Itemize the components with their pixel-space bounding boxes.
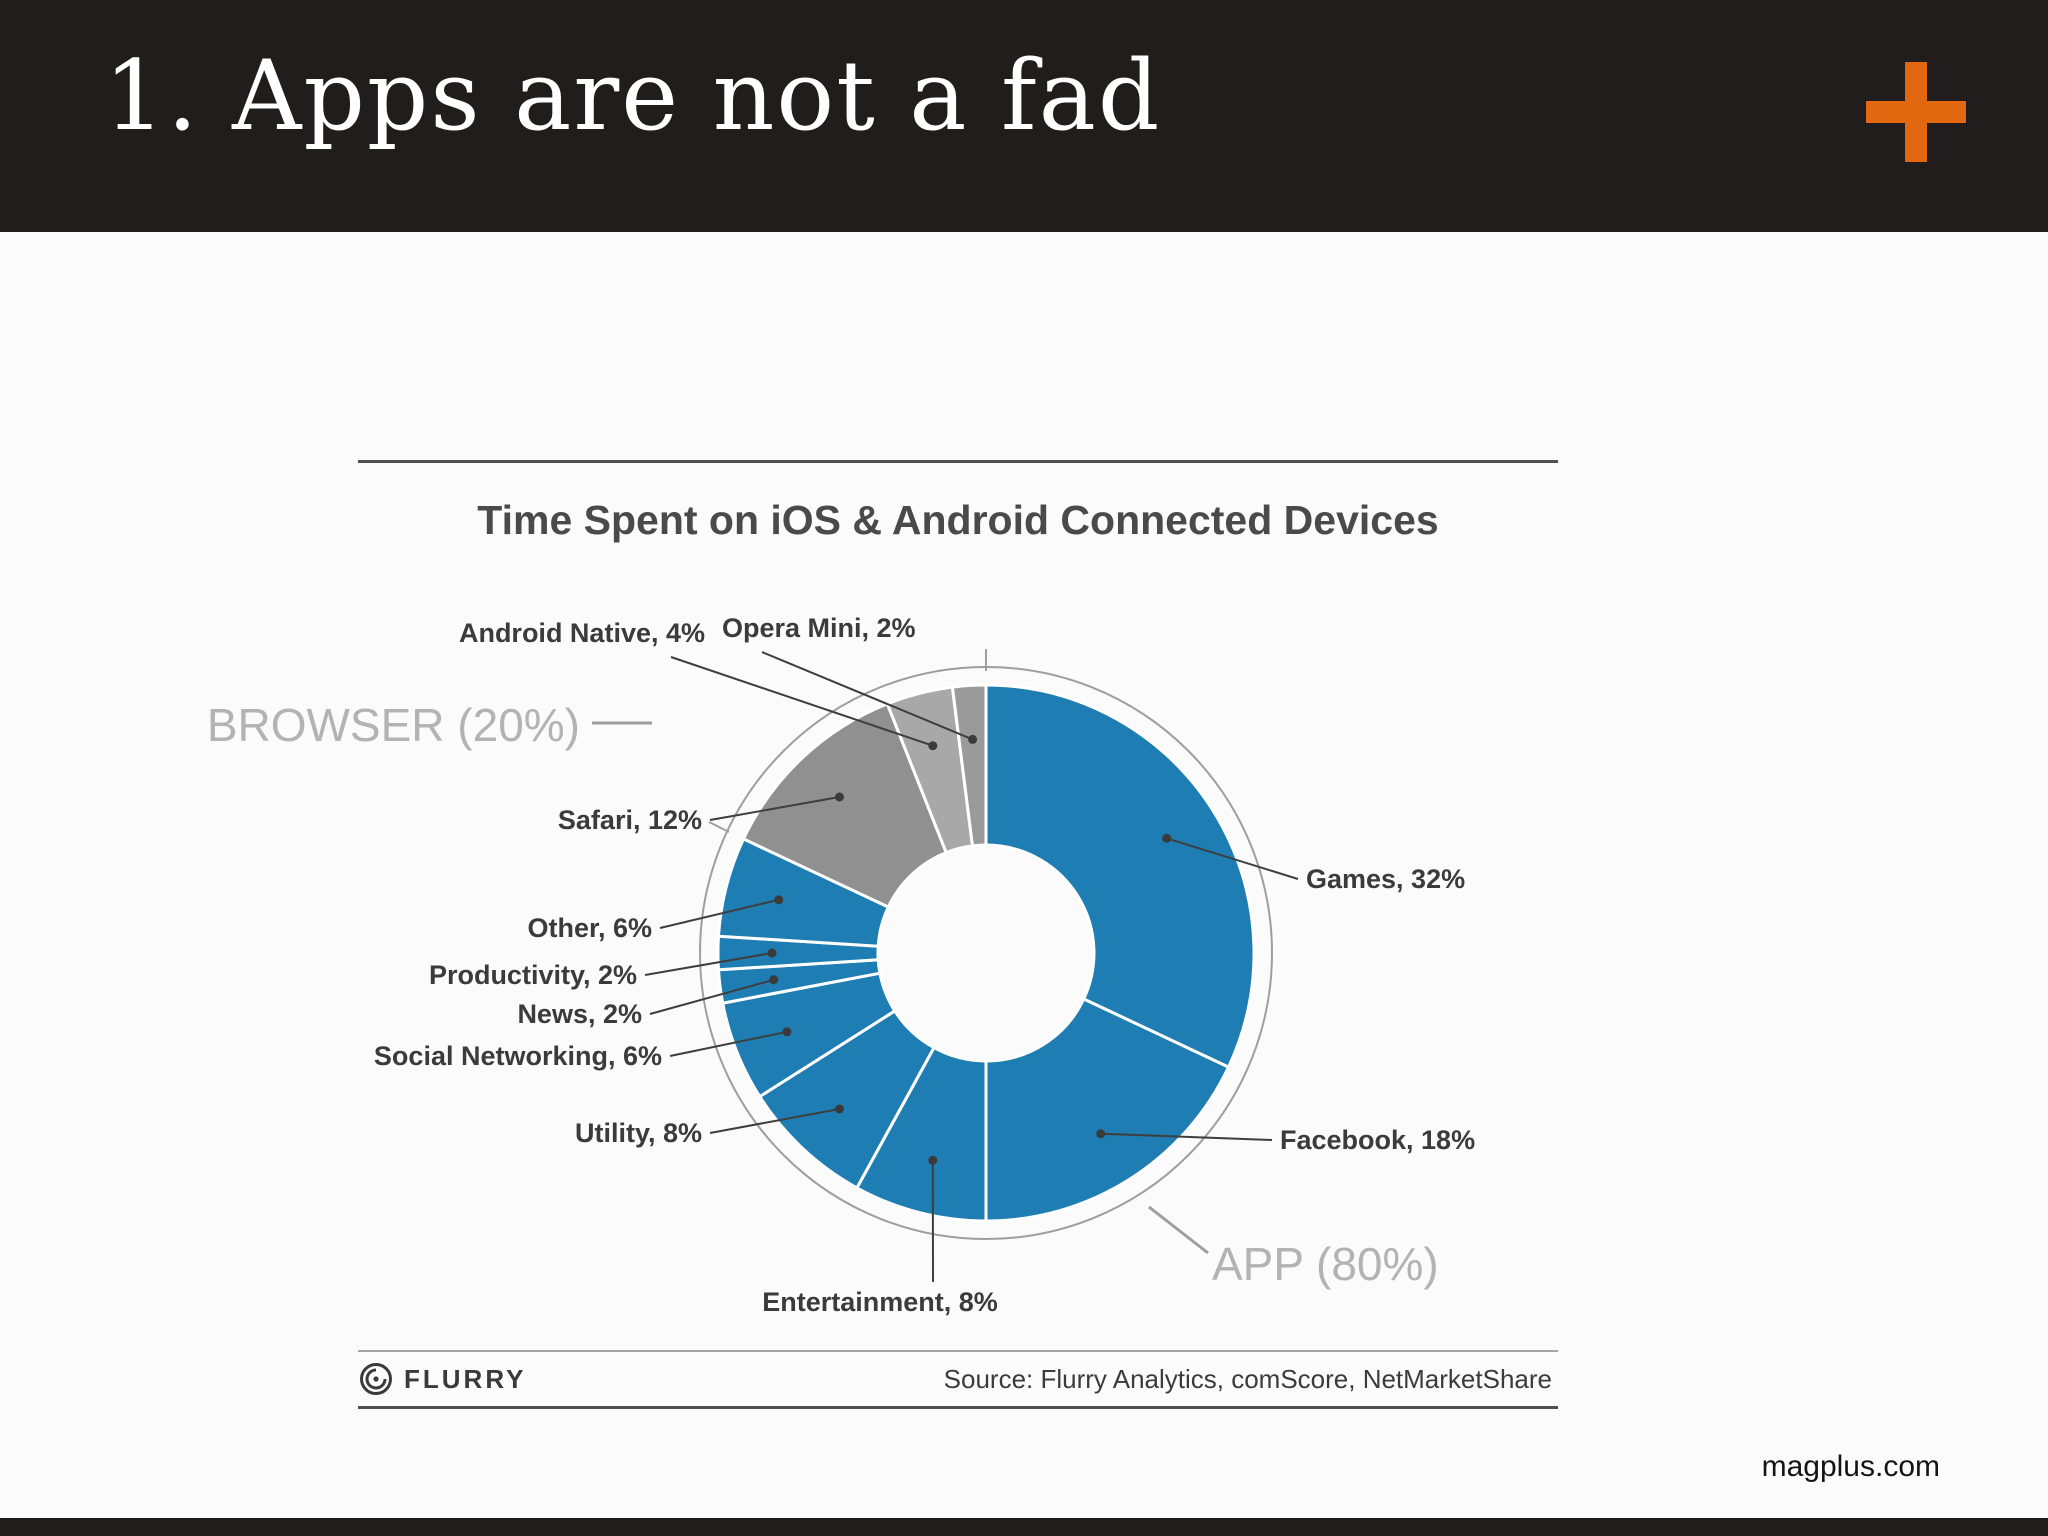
plus-icon-hbar (1866, 101, 1966, 123)
slide-header: 1. Apps are not a fad (0, 0, 2048, 232)
pie-slice-social-networking (720, 971, 897, 1099)
app-callout-line (1148, 1205, 1209, 1255)
leader-line-social-networking (669, 1030, 788, 1057)
slice-label-opera-mini: Opera Mini, 2% (722, 613, 916, 643)
slice-label-games: Games, 32% (1306, 864, 1466, 894)
donut-outer-circle (699, 666, 1273, 1240)
plus-icon[interactable] (1866, 62, 1966, 162)
pie-slice-games (984, 683, 1256, 1070)
leader-line-games (1166, 837, 1299, 880)
leader-line-android-native (670, 656, 934, 747)
leader-dot-safari (835, 792, 844, 802)
leader-dot-android-native (928, 741, 938, 751)
pie-slice-opera-mini (950, 683, 988, 848)
slice-label-android-native: Android Native, 4% (458, 618, 705, 648)
group-callout-lines (592, 721, 1209, 1255)
leader-lines (644, 651, 1299, 1283)
pie-slice-facebook (984, 997, 1231, 1223)
leader-line-utility (709, 1108, 840, 1134)
pie-slice-news (716, 958, 882, 1005)
app-group-label: APP (80%) (1212, 1238, 1439, 1290)
bottom-bar (0, 1518, 2048, 1536)
browser-group-label: BROWSER (20%) (206, 699, 580, 751)
leader-dot-social-networking (782, 1027, 792, 1037)
leader-line-safari (709, 796, 840, 821)
pie-slices (716, 683, 1256, 1223)
leader-dot-productivity (767, 948, 777, 958)
slice-label-safari: Safari, 12% (557, 805, 702, 835)
slice-label-utility: Utility, 8% (574, 1118, 702, 1148)
flurry-wordmark: FLURRY (404, 1363, 527, 1394)
leader-dot-facebook (1096, 1129, 1106, 1139)
leader-dot-other (774, 895, 784, 905)
chart-title: Time Spent on iOS & Android Connected De… (477, 497, 1439, 543)
leader-line-other (659, 898, 779, 929)
leader-dot-games (1162, 833, 1172, 843)
pie-slice-android-native (885, 685, 975, 855)
leader-line-news (649, 978, 774, 1015)
slide-title: 1. Apps are not a fad (104, 40, 1162, 152)
pie-slice-productivity (716, 934, 880, 972)
flurry-logo: FLURRY (358, 1360, 526, 1398)
leader-dot-utility (835, 1104, 844, 1114)
footer-brand: magplus.com (1761, 1450, 1940, 1483)
pie-slice-utility (757, 1008, 937, 1190)
leader-line-opera-mini (761, 651, 973, 741)
flurry-swirl-icon (360, 1363, 392, 1395)
source-attribution: Source: Flurry Analytics, comScore, NetM… (943, 1364, 1552, 1394)
figure-bottom-rule (358, 1406, 1558, 1409)
slice-label-social-networking: Social Networking, 6% (373, 1041, 662, 1071)
slice-label-productivity: Productivity, 2% (428, 960, 637, 990)
slice-label-entertainment: Entertainment, 8% (762, 1287, 998, 1317)
figure-top-rule (358, 460, 1558, 463)
leader-line-facebook (1100, 1132, 1273, 1141)
leader-dot-entertainment (928, 1155, 938, 1165)
leader-dot-opera-mini (968, 734, 978, 744)
leader-line-productivity (644, 952, 773, 976)
group-ticks (708, 649, 987, 833)
figure-mid-rule (358, 1350, 1558, 1352)
pie-slice-other (716, 836, 891, 948)
slice-label-other: Other, 6% (527, 913, 652, 943)
slice-label-facebook: Facebook, 18% (1280, 1125, 1476, 1155)
pie-slice-safari (741, 701, 949, 909)
pie-slice-entertainment (854, 1045, 988, 1223)
slice-label-news: News, 2% (517, 999, 642, 1029)
leader-dot-news (769, 975, 779, 985)
